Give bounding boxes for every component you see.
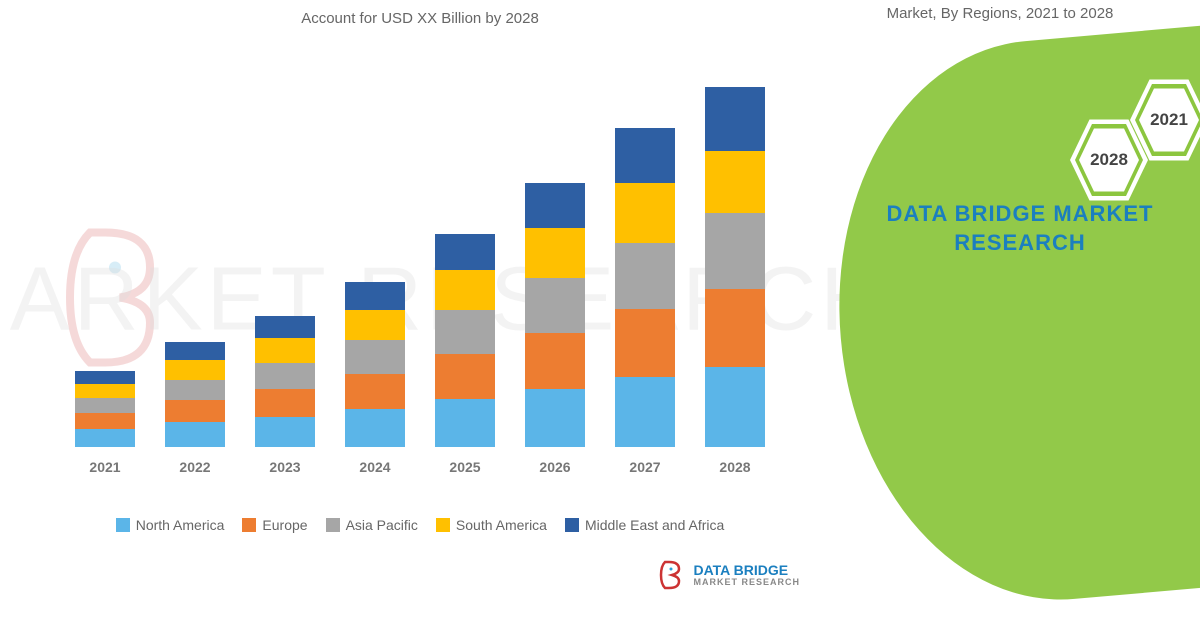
bar-segment — [165, 360, 225, 380]
chart-panel: Account for USD XX Billion by 2028 MARKE… — [0, 0, 820, 600]
bar-segment — [75, 371, 135, 384]
logo-icon — [659, 560, 685, 590]
hexagon-2021: 2021 — [1130, 75, 1200, 165]
bar-segment — [525, 278, 585, 333]
bar-group: 2021 — [75, 371, 135, 447]
bar-group: 2024 — [345, 282, 405, 447]
bar-segment — [615, 128, 675, 183]
legend-swatch — [116, 518, 130, 532]
logo-text: DATA BRIDGE MARKET RESEARCH — [693, 563, 800, 587]
legend-swatch — [436, 518, 450, 532]
bar-group: 2025 — [435, 234, 495, 447]
bar-segment — [705, 151, 765, 213]
bar-segment — [525, 183, 585, 228]
bar-segment — [525, 333, 585, 389]
bar-segment — [435, 310, 495, 354]
bar-segment — [705, 213, 765, 289]
bar-segment — [435, 354, 495, 399]
bar-segment — [255, 316, 315, 338]
legend-label: Europe — [262, 517, 307, 533]
hexagon-label: 2021 — [1139, 85, 1199, 155]
bar-segment — [525, 228, 585, 278]
chart-legend: North America Europe Asia Pacific South Ame… — [40, 517, 800, 533]
bar-segment — [525, 389, 585, 447]
bar-segment — [255, 417, 315, 447]
bar-segment — [345, 409, 405, 447]
bar-group: 2027 — [615, 128, 675, 447]
bar-segment — [345, 340, 405, 374]
legend-label: Asia Pacific — [346, 517, 418, 533]
bar-segment — [435, 270, 495, 310]
x-axis-label: 2027 — [629, 459, 660, 475]
bar-segment — [165, 400, 225, 422]
bar-segment — [255, 389, 315, 417]
bar-group: 2026 — [525, 183, 585, 447]
bar-segment — [705, 87, 765, 151]
legend-item: Asia Pacific — [326, 517, 418, 533]
x-axis-label: 2021 — [89, 459, 120, 475]
bar-segment — [705, 289, 765, 367]
bar-segment — [615, 309, 675, 377]
bar-segment — [615, 243, 675, 309]
bar-segment — [615, 377, 675, 447]
legend-item: Europe — [242, 517, 307, 533]
bar-segment — [255, 338, 315, 363]
bar-segment — [75, 413, 135, 429]
bar-segment — [75, 398, 135, 413]
bar-segment — [165, 380, 225, 400]
legend-swatch — [242, 518, 256, 532]
x-axis-label: 2028 — [719, 459, 750, 475]
legend-label: North America — [136, 517, 225, 533]
main-container: Account for USD XX Billion by 2028 MARKE… — [0, 0, 1200, 600]
bar-segment — [435, 234, 495, 270]
legend-swatch — [326, 518, 340, 532]
bar-segment — [435, 399, 495, 447]
bar-segment — [75, 384, 135, 398]
x-axis-label: 2024 — [359, 459, 390, 475]
legend-label: South America — [456, 517, 547, 533]
bar-segment — [345, 374, 405, 409]
bar-group: 2022 — [165, 342, 225, 447]
x-axis-label: 2026 — [539, 459, 570, 475]
bar-segment — [165, 422, 225, 447]
x-axis-label: 2025 — [449, 459, 480, 475]
brand-title: DATA BRIDGE MARKET RESEARCH — [870, 200, 1170, 257]
bar-segment — [705, 367, 765, 447]
bar-segment — [345, 310, 405, 340]
bar-segment — [345, 282, 405, 310]
bar-segment — [75, 429, 135, 447]
bar-segment — [615, 183, 675, 243]
logo-line2: MARKET RESEARCH — [693, 578, 800, 587]
x-axis-label: 2023 — [269, 459, 300, 475]
right-panel: Market, By Regions, 2021 to 2028 2028 20… — [820, 0, 1200, 600]
legend-item: Middle East and Africa — [565, 517, 724, 533]
footer-logo: DATA BRIDGE MARKET RESEARCH — [659, 560, 800, 590]
legend-item: South America — [436, 517, 547, 533]
bar-group: 2028 — [705, 87, 765, 447]
chart-title: Account for USD XX Billion by 2028 — [40, 10, 800, 27]
right-title: Market, By Regions, 2021 to 2028 — [820, 5, 1180, 22]
logo-line1: DATA BRIDGE — [693, 563, 800, 578]
bar-segment — [255, 363, 315, 389]
bar-segment — [165, 342, 225, 360]
bar-group: 2023 — [255, 316, 315, 447]
stacked-bar-chart: 2021 2022 2023 2024 2025 2026 2027 2028 — [50, 47, 790, 477]
legend-swatch — [565, 518, 579, 532]
legend-item: North America — [116, 517, 225, 533]
x-axis-label: 2022 — [179, 459, 210, 475]
legend-label: Middle East and Africa — [585, 517, 724, 533]
